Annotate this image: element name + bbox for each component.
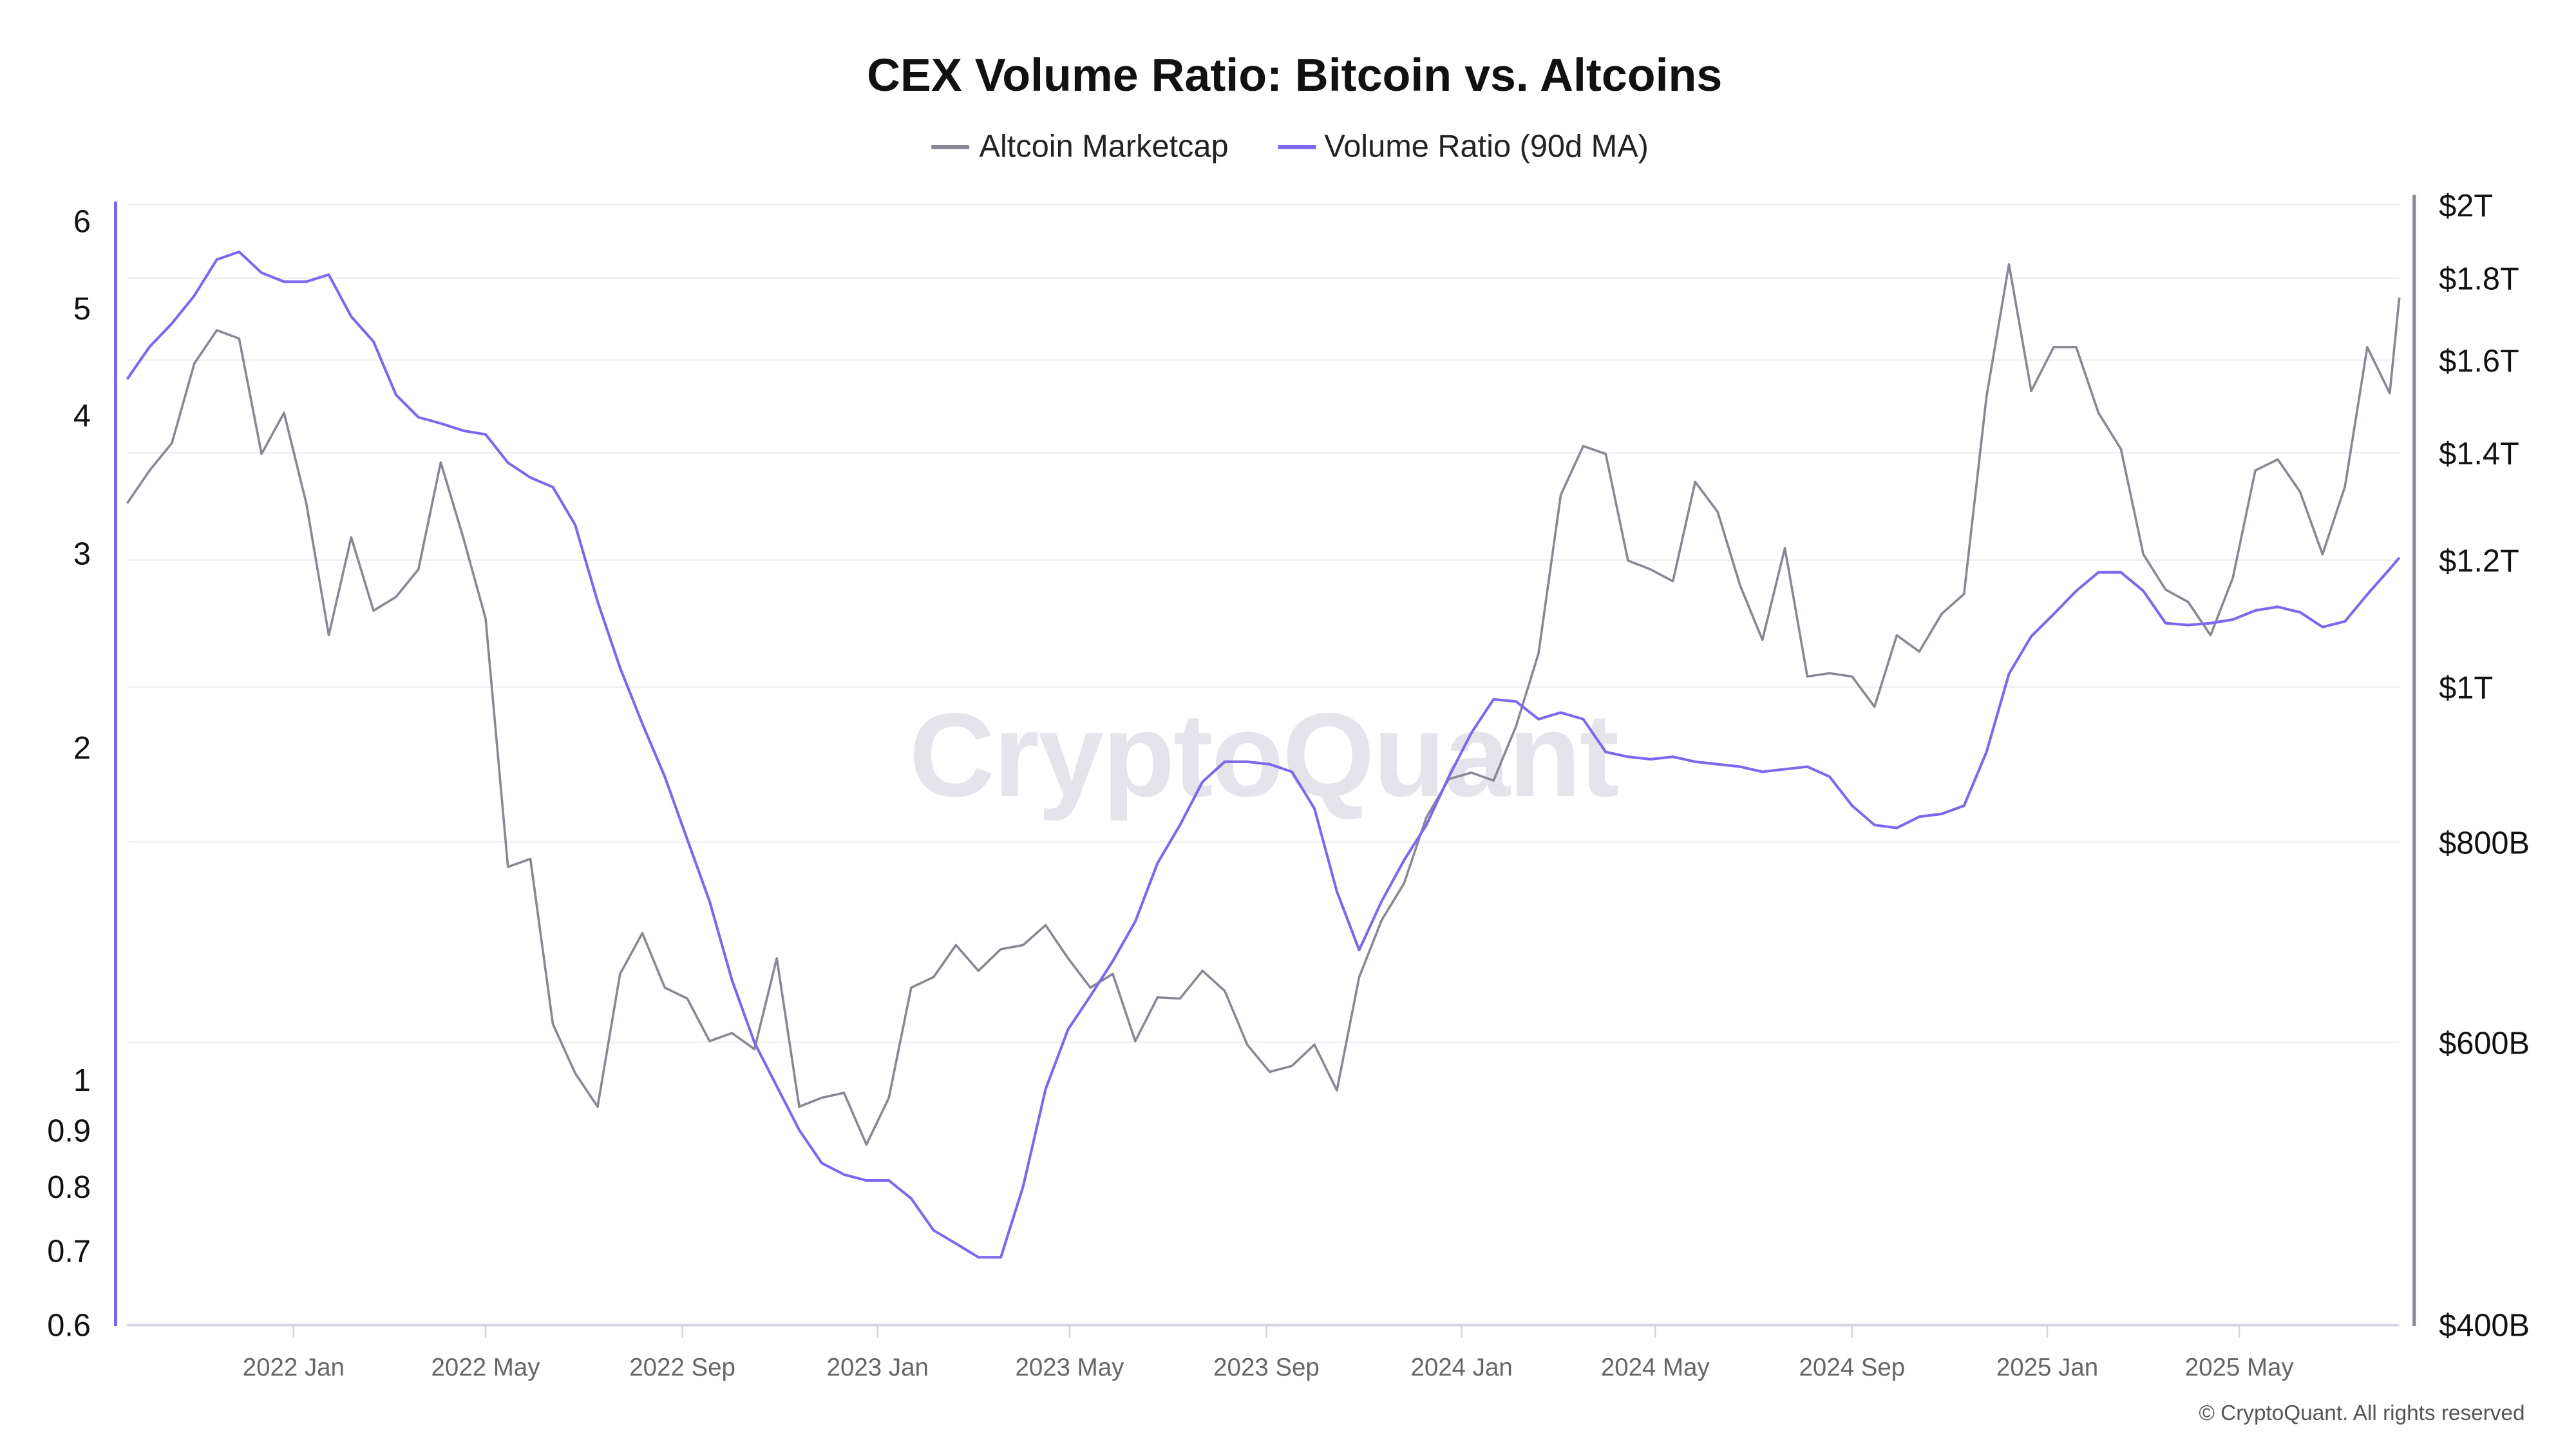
right-axis-tick-label: $1.2T bbox=[2439, 544, 2519, 579]
right-axis-tick-label: $400B bbox=[2439, 1308, 2530, 1343]
right-axis-tick-label: $800B bbox=[2439, 826, 2530, 861]
left-axis-tick-label: 0.7 bbox=[47, 1235, 91, 1269]
x-axis-tick-label: 2024 Jan bbox=[1411, 1354, 1513, 1381]
right-axis-tick-label: $1.8T bbox=[2439, 262, 2519, 297]
left-axis-tick-label: 0.8 bbox=[47, 1170, 91, 1205]
left-axis-tick-label: 3 bbox=[73, 536, 91, 571]
x-axis-tick-label: 2024 Sep bbox=[1799, 1354, 1906, 1381]
x-axis-ticks: 2022 Jan 2022 May 2022 Sep 2023 Jan 2023 May… bbox=[243, 1324, 2295, 1381]
x-axis-tick-label: 2022 Jan bbox=[243, 1354, 345, 1381]
left-axis-tick-label: 5 bbox=[73, 292, 91, 327]
right-axis-ticks: $400B $600B $800B $1T $1.2T $1.4T $1.6T $1.8T $2… bbox=[2439, 189, 2530, 1343]
x-axis-tick-label: 2022 May bbox=[431, 1354, 541, 1381]
x-axis-tick-label: 2023 Sep bbox=[1213, 1354, 1320, 1381]
legend-item-volume-ratio[interactable]: Volume Ratio (90d MA) bbox=[1278, 129, 1649, 164]
left-axis-tick-label: 1 bbox=[73, 1063, 91, 1098]
legend-label-altcoin-marketcap: Altcoin Marketcap bbox=[980, 129, 1229, 164]
x-axis-tick-label: 2023 Jan bbox=[827, 1354, 929, 1381]
copyright-credit: © CryptoQuant. All rights reserved bbox=[2199, 1401, 2524, 1425]
right-axis-tick-label: $1.6T bbox=[2439, 344, 2519, 379]
x-axis-tick-label: 2024 May bbox=[1601, 1354, 1710, 1381]
left-axis-ticks: 0.6 0.7 0.8 0.9 1 2 3 4 5 6 bbox=[47, 204, 91, 1343]
right-axis-tick-label: $2T bbox=[2439, 189, 2493, 223]
left-axis-tick-label: 2 bbox=[73, 731, 91, 766]
x-axis-tick-label: 2025 May bbox=[2185, 1354, 2295, 1381]
x-axis-tick-label: 2022 Sep bbox=[629, 1354, 735, 1381]
left-axis-tick-label: 4 bbox=[73, 399, 91, 433]
series-line-volume-ratio-90d-ma bbox=[126, 250, 2401, 1259]
series-layer bbox=[126, 250, 2401, 1259]
x-axis-tick-label: 2025 Jan bbox=[1996, 1354, 2098, 1381]
left-axis-tick-label: 0.9 bbox=[47, 1114, 91, 1149]
chart-title: CEX Volume Ratio: Bitcoin vs. Altcoins bbox=[867, 50, 1722, 101]
legend-item-altcoin-marketcap[interactable]: Altcoin Marketcap bbox=[931, 129, 1229, 164]
watermark-logo: CryptoQuant bbox=[909, 689, 1618, 822]
legend: Altcoin Marketcap Volume Ratio (90d MA) bbox=[931, 129, 1649, 164]
right-axis-tick-label: $600B bbox=[2439, 1026, 2530, 1061]
left-axis-tick-label: 0.6 bbox=[47, 1308, 91, 1343]
gridlines bbox=[127, 204, 2400, 1043]
right-axis-tick-label: $1.4T bbox=[2439, 437, 2519, 471]
series-line-altcoin-marketcap bbox=[126, 263, 2401, 1146]
right-axis-tick-label: $1T bbox=[2439, 671, 2493, 706]
x-axis-tick-label: 2023 May bbox=[1015, 1354, 1124, 1381]
axes bbox=[113, 194, 2416, 1327]
left-axis-tick-label: 6 bbox=[73, 204, 91, 239]
legend-label-volume-ratio: Volume Ratio (90d MA) bbox=[1324, 129, 1649, 164]
